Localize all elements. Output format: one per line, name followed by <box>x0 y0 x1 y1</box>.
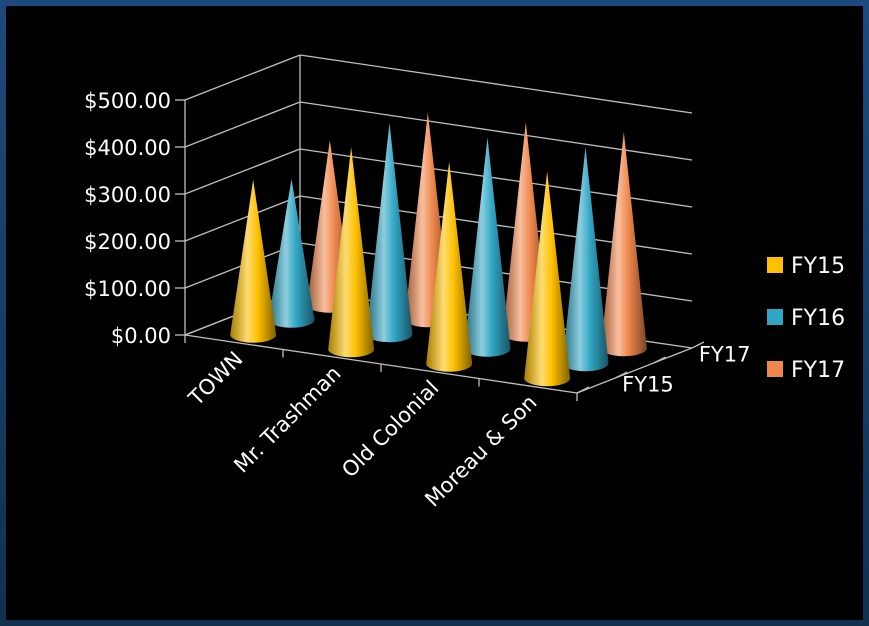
category-label: Moreau & Son <box>420 390 541 511</box>
legend-item: FY16 <box>767 306 845 331</box>
legend-label: FY16 <box>791 306 845 331</box>
depth-axis-tick <box>691 341 705 349</box>
y-tick-label: $400.00 <box>84 136 171 160</box>
cone-fy15-0 <box>230 179 277 343</box>
y-tick-label: $300.00 <box>84 183 171 207</box>
legend-item: FY17 <box>767 358 845 383</box>
depth-axis-labels: FY15 FY17 <box>622 343 750 397</box>
cone-fy15-2 <box>426 161 473 372</box>
chart-cones <box>230 112 647 387</box>
side-wall-gridline <box>184 101 301 148</box>
depth-axis-tick <box>615 371 628 379</box>
cone-fy15-3 <box>524 171 571 387</box>
depth-axis-label: FY15 <box>622 373 674 397</box>
y-tick-label: $500.00 <box>84 89 171 113</box>
depth-axis-tick <box>576 386 590 394</box>
depth-axis-tick <box>653 356 666 364</box>
cone-fy16-2 <box>464 137 511 357</box>
cone-fy17-3 <box>600 132 647 357</box>
legend-swatch <box>767 361 783 377</box>
cone-fy16-1 <box>366 122 413 343</box>
legend-swatch <box>767 309 783 325</box>
cone-fy16-0 <box>268 178 315 328</box>
legend-swatch <box>767 257 783 273</box>
depth-axis-label: FY17 <box>699 343 751 367</box>
legend-label: FY17 <box>791 358 845 383</box>
category-label: Mr. Trashman <box>229 361 345 477</box>
legend-label: FY15 <box>791 254 845 279</box>
category-label: Old Colonial <box>337 376 443 482</box>
y-axis-tick-labels: $0.00 $100.00 $200.00 $300.00 $400.00 $500.00 <box>84 89 171 348</box>
depth-axis-line <box>576 347 693 394</box>
legend-item: FY15 <box>767 254 845 279</box>
y-tick-label: $100.00 <box>84 277 171 301</box>
y-tick-label: $0.00 <box>111 324 171 348</box>
side-wall-gridline <box>184 148 301 195</box>
cone-fy15-1 <box>328 147 375 358</box>
back-wall-gridline <box>299 54 693 114</box>
cone-fy16-3 <box>562 147 609 372</box>
back-wall-gridline <box>299 148 693 208</box>
y-tick-label: $200.00 <box>84 230 171 254</box>
chart-legend: FY15 FY16 FY17 <box>767 254 845 383</box>
category-label: TOWN <box>183 347 247 411</box>
back-wall-gridline <box>299 101 693 161</box>
side-wall-gridline <box>184 195 301 242</box>
side-wall-gridline <box>184 54 301 101</box>
